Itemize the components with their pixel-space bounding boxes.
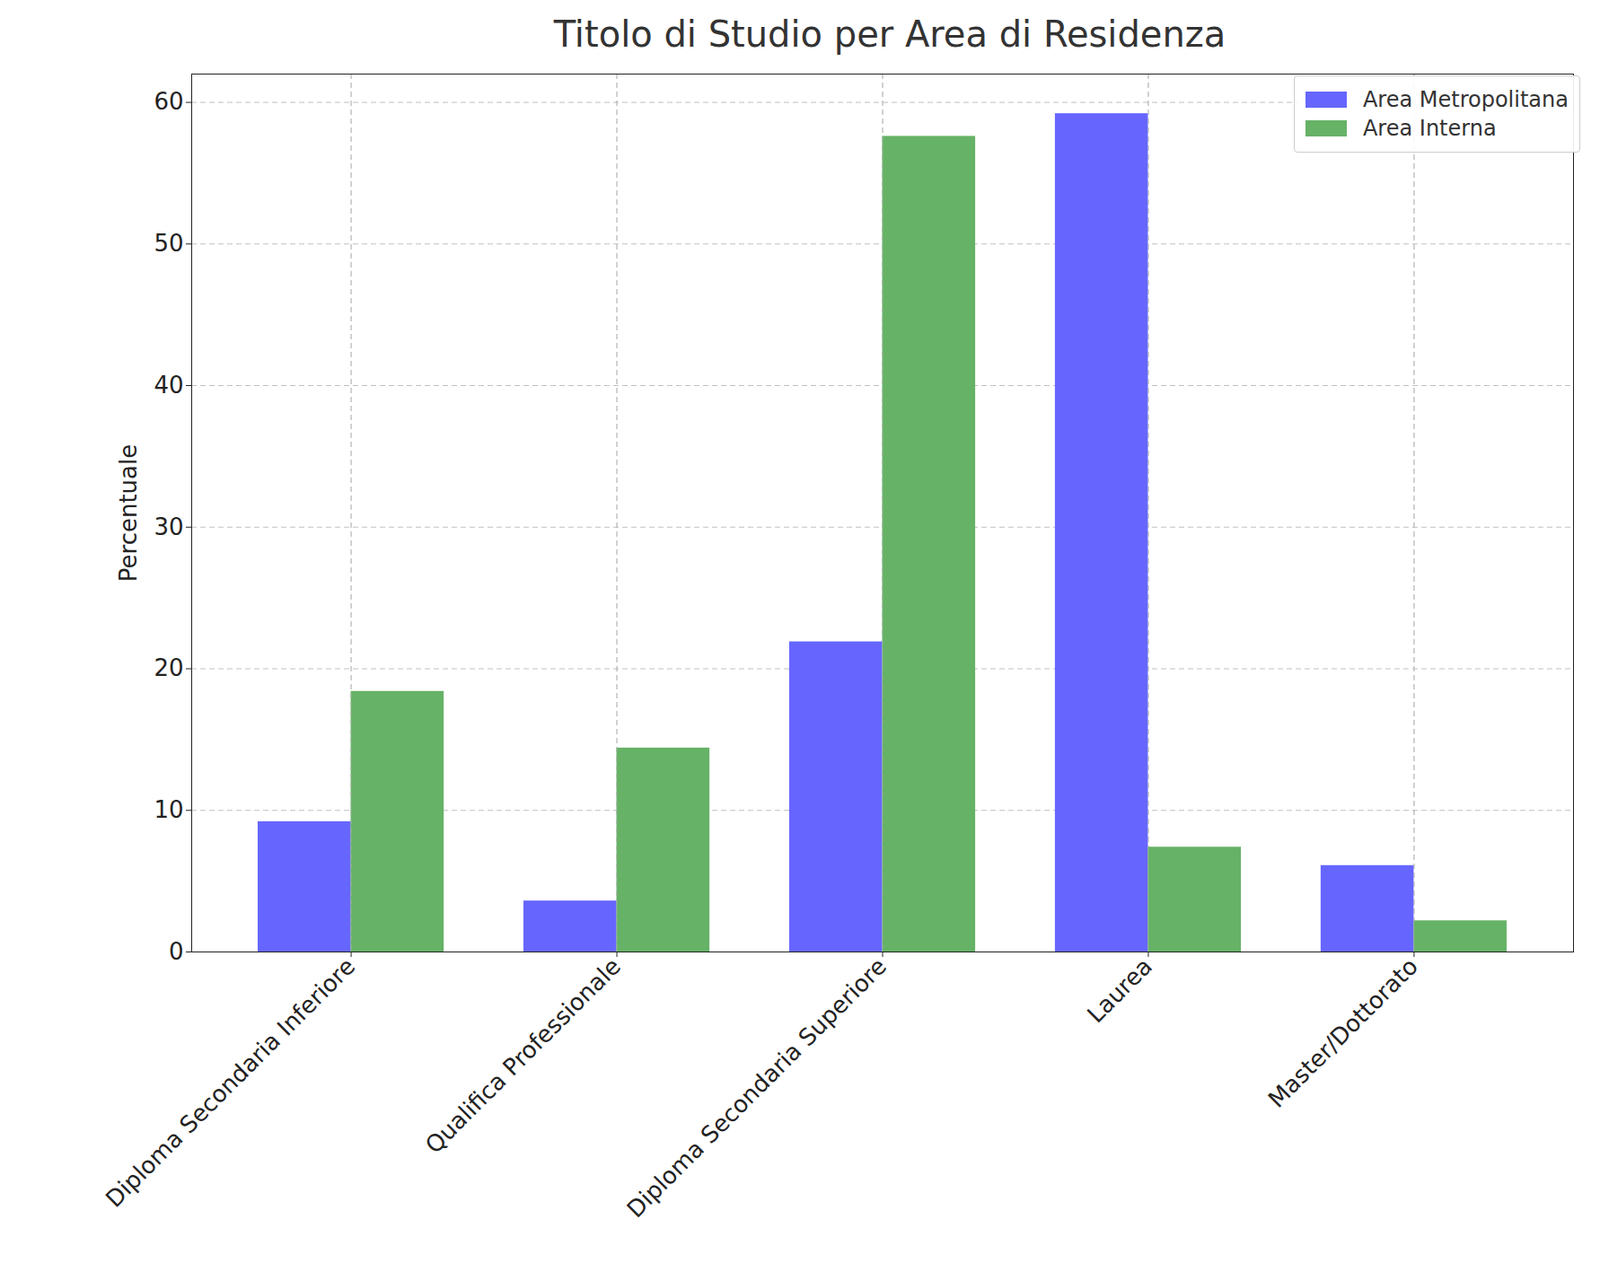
svg-text:10: 10 [153,796,184,824]
svg-text:Qualifica Professionale: Qualifica Professionale [420,952,626,1159]
html-text:Area Interna: Area Interna [1362,115,1497,141]
svg-text:Diploma Secondaria Inferiore: Diploma Secondaria Inferiore [100,952,361,1213]
svg-text:Master/Dottorato: Master/Dottorato [1263,952,1425,1114]
svg-text:Diploma Secondaria Superiore: Diploma Secondaria Superiore [621,952,892,1223]
svg-text:30: 30 [153,513,184,541]
svg-text:50: 50 [153,229,184,257]
svg-text:Laurea: Laurea [1081,952,1158,1029]
svg-text:Percentuale: Percentuale [114,444,142,582]
html-text:Area Metropolitana: Area Metropolitana [1362,87,1569,113]
svg-text:60: 60 [153,87,184,115]
svg-text:40: 40 [153,371,184,399]
html-text:Titolo di Studio per Area di R: Titolo di Studio per Area di Residenza [553,13,1226,55]
svg-text:0: 0 [168,938,185,966]
svg-text:20: 20 [153,654,184,682]
